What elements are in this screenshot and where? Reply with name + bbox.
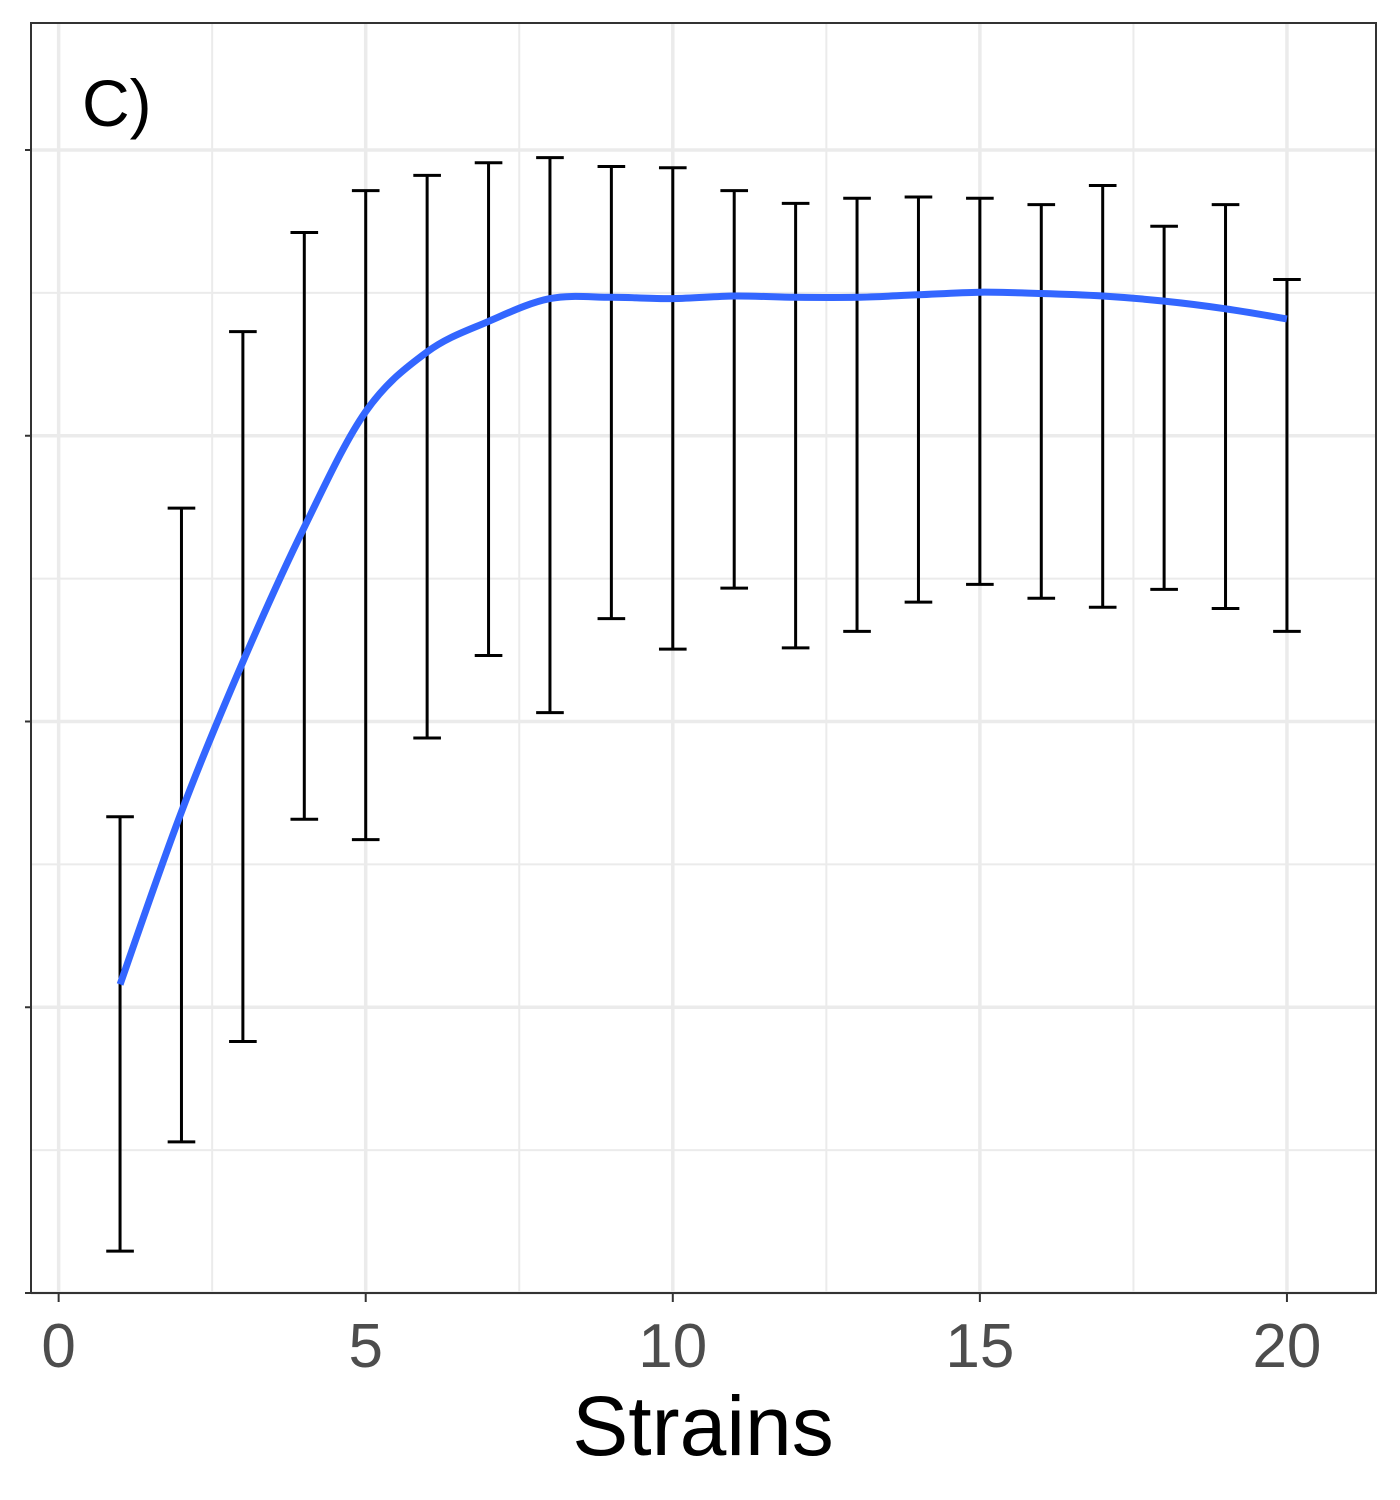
- errorbar: [1211, 203, 1240, 610]
- errorbar: [597, 165, 626, 621]
- errorbar: [1273, 278, 1301, 633]
- x-tick-label: 5: [348, 1312, 382, 1381]
- errorbar: [658, 166, 687, 651]
- errorbar: [781, 201, 810, 650]
- errorbar: [720, 189, 749, 590]
- errorbar: [904, 195, 933, 604]
- errorbar: [474, 161, 503, 657]
- errorbar: [351, 189, 380, 842]
- errorbar: [843, 196, 871, 633]
- smooth-line: [116, 288, 1288, 986]
- errorbar: [966, 196, 994, 586]
- errorbar: [106, 815, 134, 1253]
- x-axis-title: Strains: [572, 1379, 833, 1473]
- errorbar: [229, 330, 257, 1044]
- grid-minor: [31, 23, 1376, 1293]
- x-tick-label: 0: [41, 1312, 75, 1381]
- errorbar: [1088, 184, 1117, 609]
- x-axis-ticks: [57, 1293, 1288, 1302]
- panel-label: C): [82, 66, 152, 140]
- errorbar: [1027, 203, 1056, 600]
- panel-background: [31, 23, 1376, 1293]
- errorbar: [1150, 224, 1178, 591]
- x-tick-label: 20: [1252, 1312, 1321, 1381]
- errorbar: [536, 156, 564, 715]
- errorbar: [167, 506, 196, 1144]
- errorbar: [413, 173, 441, 740]
- x-axis-tick-labels: 0 5 10 15 20: [41, 1312, 1321, 1381]
- y-axis-ticks: [25, 149, 31, 1294]
- x-tick-label: 15: [945, 1312, 1014, 1381]
- panel-border: [30, 22, 1377, 1294]
- errorbars: [106, 156, 1301, 1253]
- x-tick-label: 10: [638, 1312, 707, 1381]
